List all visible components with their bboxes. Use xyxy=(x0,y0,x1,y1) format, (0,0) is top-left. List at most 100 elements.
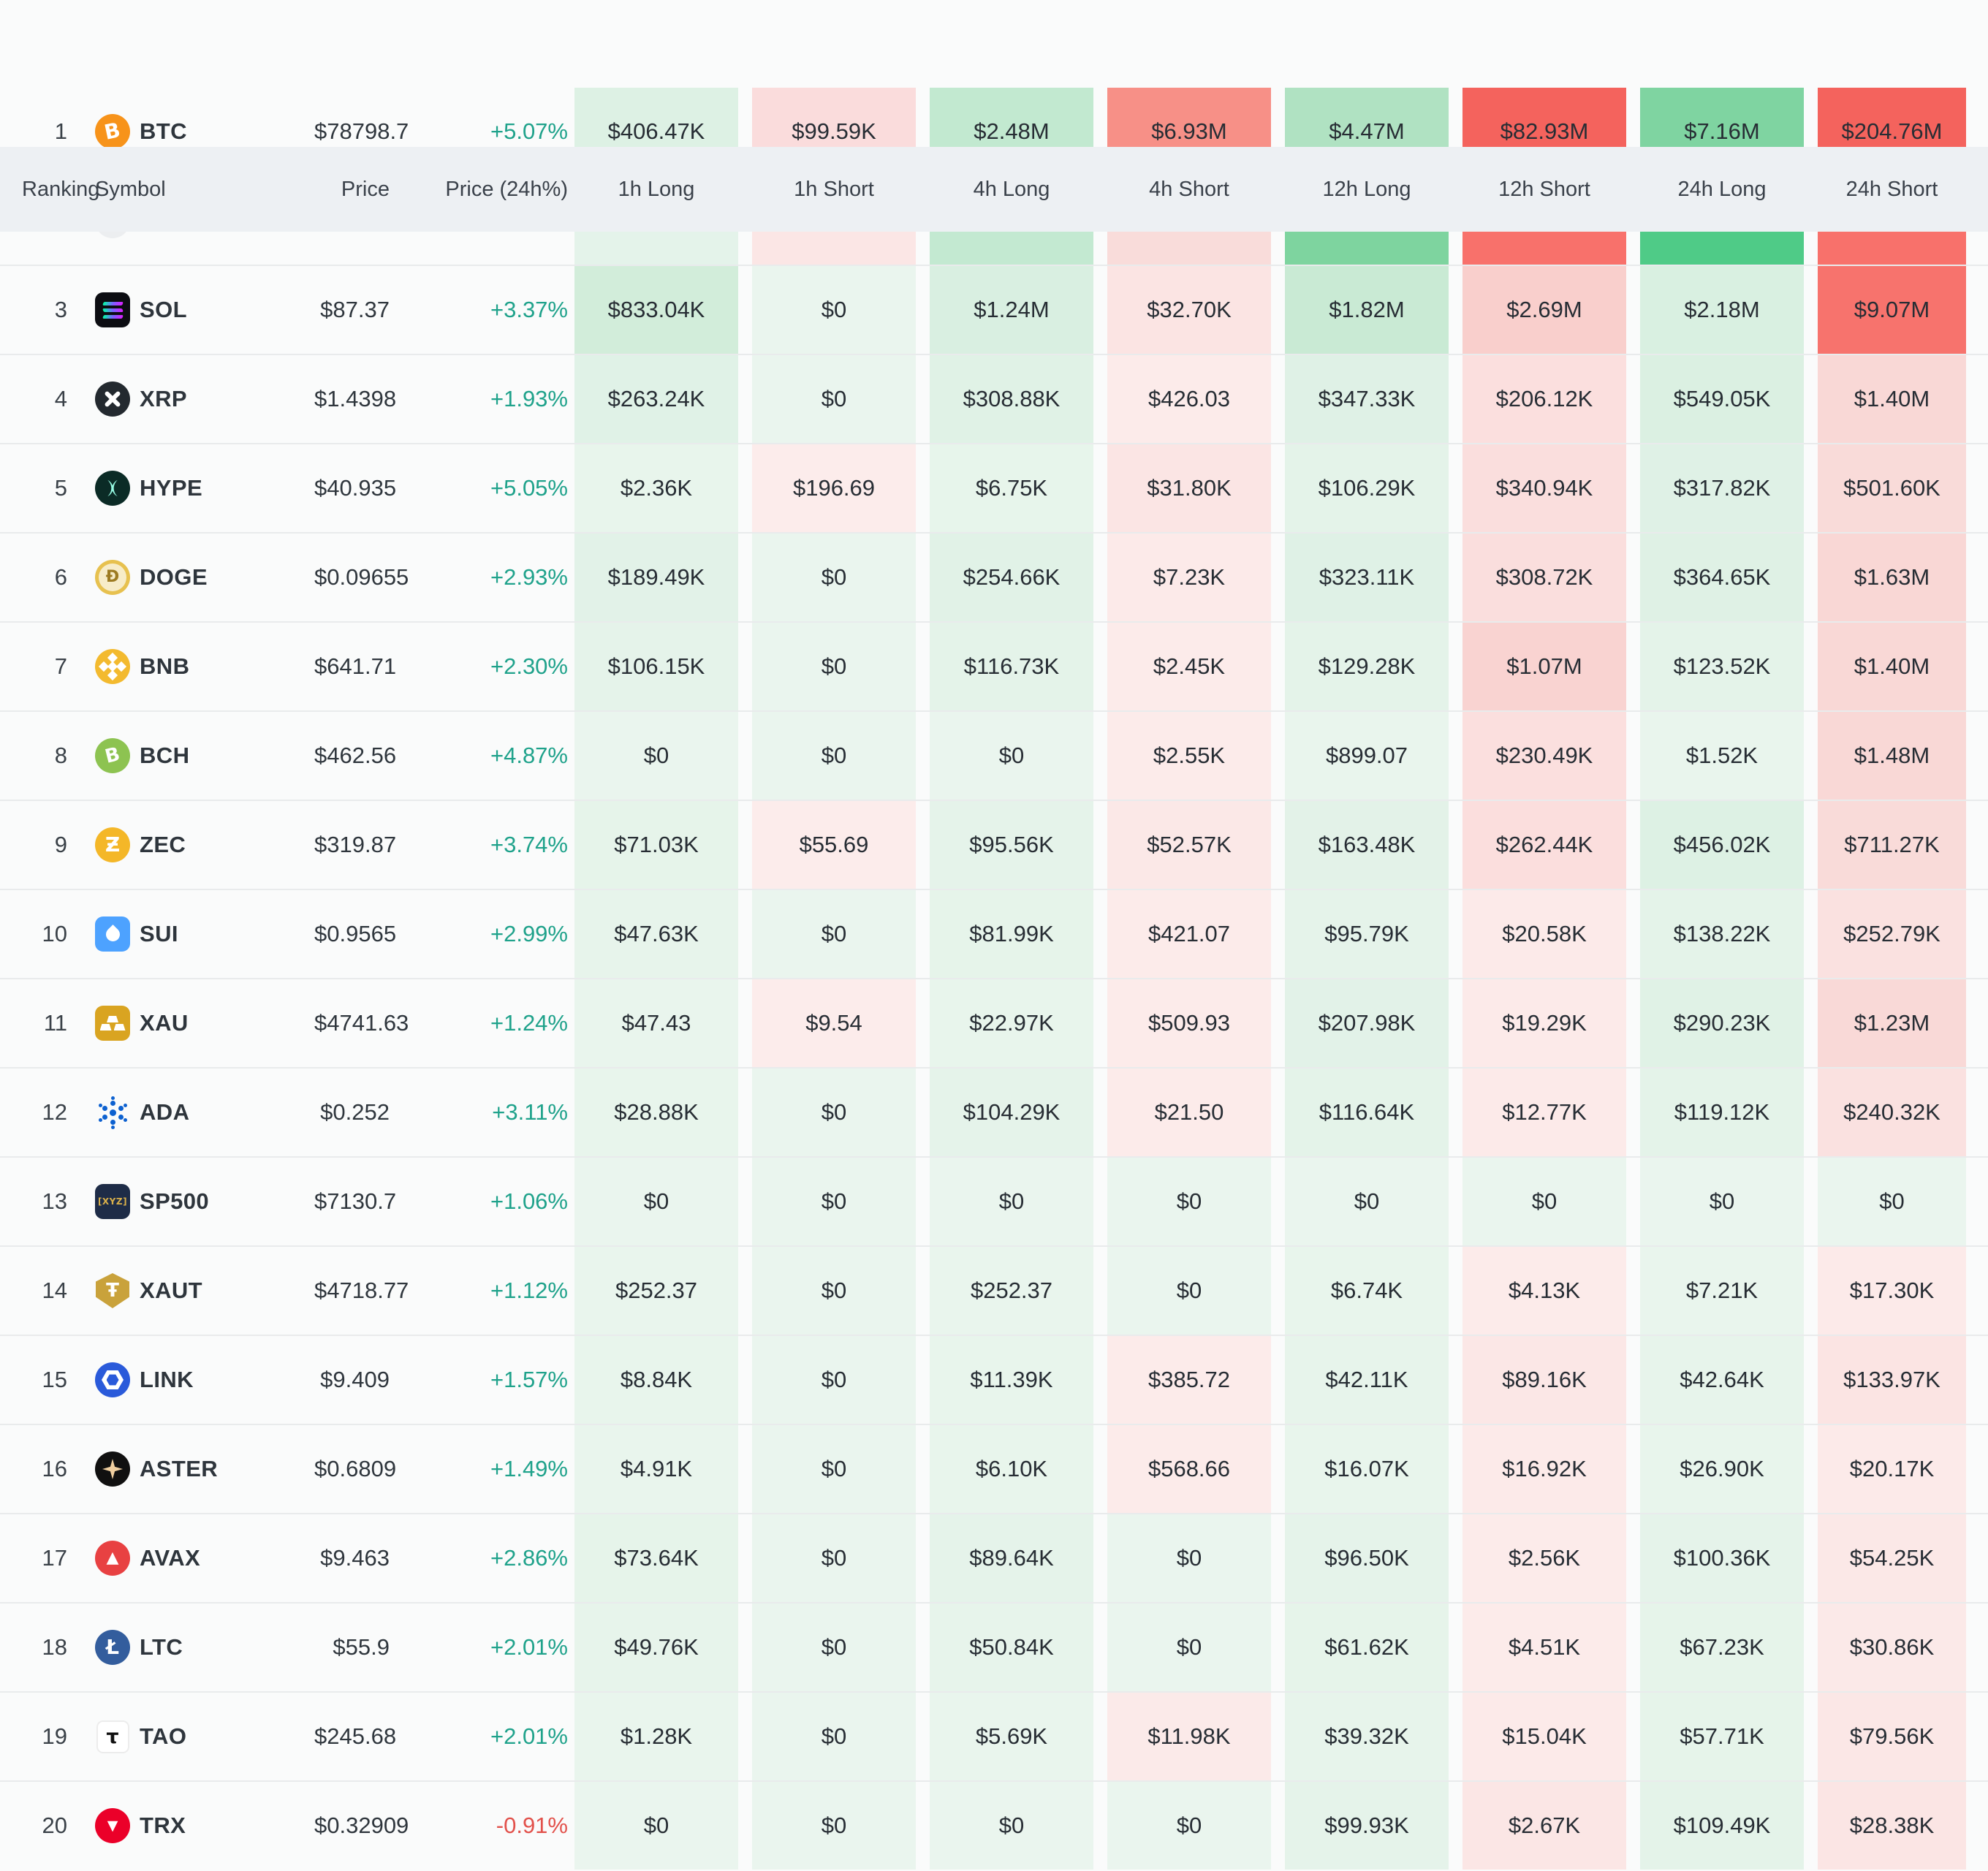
liq-cell-12h-short: $206.12K xyxy=(1462,355,1626,443)
table-row[interactable]: 9 Ƶ ZEC $319.87 +3.74% $71.03K $55.69 $95.56K $5… xyxy=(0,800,1988,889)
liq-cell-1h-long: $263.24K xyxy=(574,355,738,443)
column-header-4h-long[interactable]: 4h Long xyxy=(973,177,1050,201)
aster-icon xyxy=(95,1451,130,1487)
table-row[interactable]: 3 SOL $87.37 +3.37% $833.04K $0 $1.24M $32.70K $… xyxy=(0,265,1988,354)
price-cell: $0.09655 xyxy=(314,564,409,590)
liq-cell-24h-long: $109.49K xyxy=(1640,1782,1804,1870)
symbol-cell: τ TAO xyxy=(80,1693,314,1780)
table-row[interactable]: 11 XAU $4741.63 +1.24% $47.43 $9.54 $22.97K $50… xyxy=(0,978,1988,1067)
symbol-cell: XRP xyxy=(80,355,314,443)
price-change-cell: +2.93% xyxy=(490,564,568,590)
table-row[interactable]: 20 ▼ TRX $0.32909 -0.91% $0 $0 $0 $0 $99.93K $2.67… xyxy=(0,1780,1988,1870)
liq-cell-12h-long: $42.11K xyxy=(1285,1336,1449,1424)
column-header-1h-short[interactable]: 1h Short xyxy=(794,177,874,201)
price-cell: $40.935 xyxy=(314,475,397,501)
xau-icon xyxy=(95,1006,130,1041)
price-cell: $462.56 xyxy=(314,743,397,768)
table-row[interactable]: 14 Ŧ XAUT $4718.77 +1.12% $252.37 $0 $252.37 $0 $… xyxy=(0,1245,1988,1335)
price-change-cell: -0.91% xyxy=(496,1813,568,1838)
liq-cell-12h-long: $207.98K xyxy=(1285,979,1449,1067)
liq-cell-4h-long: $0 xyxy=(930,712,1093,800)
table-row[interactable]: 6 Ð DOGE $0.09655 +2.93% $189.49K $0 $254.66K $7… xyxy=(0,532,1988,621)
table-row[interactable]: 18 Ł LTC $55.9 +2.01% $49.76K $0 $50.84K $0 $61.6… xyxy=(0,1602,1988,1691)
price-cell: $0.6809 xyxy=(314,1456,397,1481)
table-row[interactable]: 13 [XYZ] SP500 $7130.7 +1.06% $0 $0 $0 $0 $0 $0 $0 $… xyxy=(0,1156,1988,1245)
liq-cell-4h-short: $0 xyxy=(1107,1158,1271,1245)
table-row[interactable]: 15 LINK $9.409 +1.57% $8.84K $0 $11.39K $385.72… xyxy=(0,1335,1988,1424)
liq-cell-1h-long: $0 xyxy=(574,1782,738,1870)
column-header-price-24h[interactable]: Price (24h%) xyxy=(445,177,568,201)
ltc-icon: Ł xyxy=(95,1630,130,1665)
liq-cell-12h-short: $2.56K xyxy=(1462,1514,1626,1602)
liq-cell-1h-short: $0 xyxy=(752,1336,916,1424)
liq-cell-4h-short: $568.66 xyxy=(1107,1425,1271,1513)
table-row[interactable]: 16 ASTER $0.6809 +1.49% $4.91K $0 $6.10K $568.6… xyxy=(0,1424,1988,1513)
liq-cell-12h-long: $16.07K xyxy=(1285,1425,1449,1513)
liq-cell-4h-long: $116.73K xyxy=(930,623,1093,710)
liq-cell-1h-short: $55.69 xyxy=(752,801,916,889)
table-row[interactable]: 5 HYPE $40.935 +5.05% $2.36K $196.69 $6.75K $3… xyxy=(0,443,1988,532)
liq-cell-4h-short: $7.23K xyxy=(1107,534,1271,621)
column-header-symbol[interactable]: Symbol xyxy=(95,177,166,201)
liq-cell-4h-short: $52.57K xyxy=(1107,801,1271,889)
symbol-label: SUI xyxy=(140,921,178,946)
column-header-4h-short[interactable]: 4h Short xyxy=(1149,177,1229,201)
liq-cell-24h-short: $0 xyxy=(1818,1158,1966,1245)
zec-icon: Ƶ xyxy=(95,827,130,862)
symbol-cell: Ð DOGE xyxy=(80,534,314,621)
liq-cell-1h-long: $833.04K xyxy=(574,266,738,354)
liq-cell-4h-short: $509.93 xyxy=(1107,979,1271,1067)
table-row[interactable]: 8 B BCH $462.56 +4.87% $0 $0 $0 $2.55K $899.07 $23… xyxy=(0,710,1988,800)
liq-cell-4h-long: $11.39K xyxy=(930,1336,1093,1424)
liq-cell-1h-short: $0 xyxy=(752,1514,916,1602)
column-header-price[interactable]: Price xyxy=(341,177,390,201)
liq-cell-24h-long: $456.02K xyxy=(1640,801,1804,889)
column-header-24h-long[interactable]: 24h Long xyxy=(1677,177,1767,201)
liq-cell-12h-long: $99.93K xyxy=(1285,1782,1449,1870)
table-row[interactable]: 4 XRP $1.4398 +1.93% $263.24K $0 $308.88K $426.… xyxy=(0,354,1988,443)
table-row[interactable]: 7 BNB $641.71 +2.30% $106.15K $0 $116.73K $2.45… xyxy=(0,621,1988,710)
liq-cell-1h-long: $2.36K xyxy=(574,444,738,532)
symbol-cell: SOL xyxy=(80,266,314,354)
liq-cell-12h-long: $6.74K xyxy=(1285,1247,1449,1335)
rank-cell: 19 xyxy=(42,1723,67,1749)
column-header-ranking[interactable]: Ranking xyxy=(22,177,100,201)
liq-cell-1h-short: $0 xyxy=(752,1247,916,1335)
table-row[interactable]: 19 τ TAO $245.68 +2.01% $1.28K $0 $5.69K $11.98K… xyxy=(0,1691,1988,1780)
symbol-label: ADA xyxy=(140,1099,190,1125)
liq-cell-12h-short: $1.07M xyxy=(1462,623,1626,710)
table-row[interactable]: 10 SUI $0.9565 +2.99% $47.63K $0 $81.99K $421.0… xyxy=(0,889,1988,978)
column-header-12h-long[interactable]: 12h Long xyxy=(1322,177,1411,201)
liq-cell-4h-short: $0 xyxy=(1107,1514,1271,1602)
liq-cell-24h-long: $7.21K xyxy=(1640,1247,1804,1335)
liq-cell-24h-long: $119.12K xyxy=(1640,1069,1804,1156)
table-row[interactable]: 12 ADA $0.252 +3.11% $28.88K $0 $104.29K $21.50… xyxy=(0,1067,1988,1156)
liq-cell-4h-short: $2.45K xyxy=(1107,623,1271,710)
rank-cell: 15 xyxy=(42,1367,67,1392)
bch-icon: B xyxy=(95,738,130,773)
liq-cell-4h-short: $385.72 xyxy=(1107,1336,1271,1424)
column-header-12h-short[interactable]: 12h Short xyxy=(1498,177,1590,201)
price-cell: $0.32909 xyxy=(314,1813,409,1838)
symbol-cell: ASTER xyxy=(80,1425,314,1513)
rank-cell: 18 xyxy=(42,1634,67,1660)
price-change-cell: +3.37% xyxy=(490,297,568,322)
liq-cell-24h-short: $79.56K xyxy=(1818,1693,1966,1780)
liq-cell-4h-long: $50.84K xyxy=(930,1604,1093,1691)
liq-cell-1h-short: $0 xyxy=(752,1782,916,1870)
symbol-label: TAO xyxy=(140,1723,187,1749)
price-change-cell: +2.99% xyxy=(490,921,568,946)
liq-cell-12h-short: $19.29K xyxy=(1462,979,1626,1067)
sp500-icon: [XYZ] xyxy=(95,1184,130,1219)
rank-cell: 12 xyxy=(42,1099,67,1125)
liq-cell-4h-short: $21.50 xyxy=(1107,1069,1271,1156)
liq-cell-24h-short: $1.48M xyxy=(1818,712,1966,800)
symbol-label: BNB xyxy=(140,653,190,679)
table-row[interactable]: 17 ▲ AVAX $9.463 +2.86% $73.64K $0 $89.64K $0 $96… xyxy=(0,1513,1988,1602)
liq-cell-24h-short: $30.86K xyxy=(1818,1604,1966,1691)
price-change-cell: +1.49% xyxy=(490,1456,568,1481)
column-header-1h-long[interactable]: 1h Long xyxy=(618,177,695,201)
column-header-24h-short[interactable]: 24h Short xyxy=(1845,177,1938,201)
rank-cell: 10 xyxy=(42,921,67,946)
liq-cell-1h-short: $0 xyxy=(752,355,916,443)
